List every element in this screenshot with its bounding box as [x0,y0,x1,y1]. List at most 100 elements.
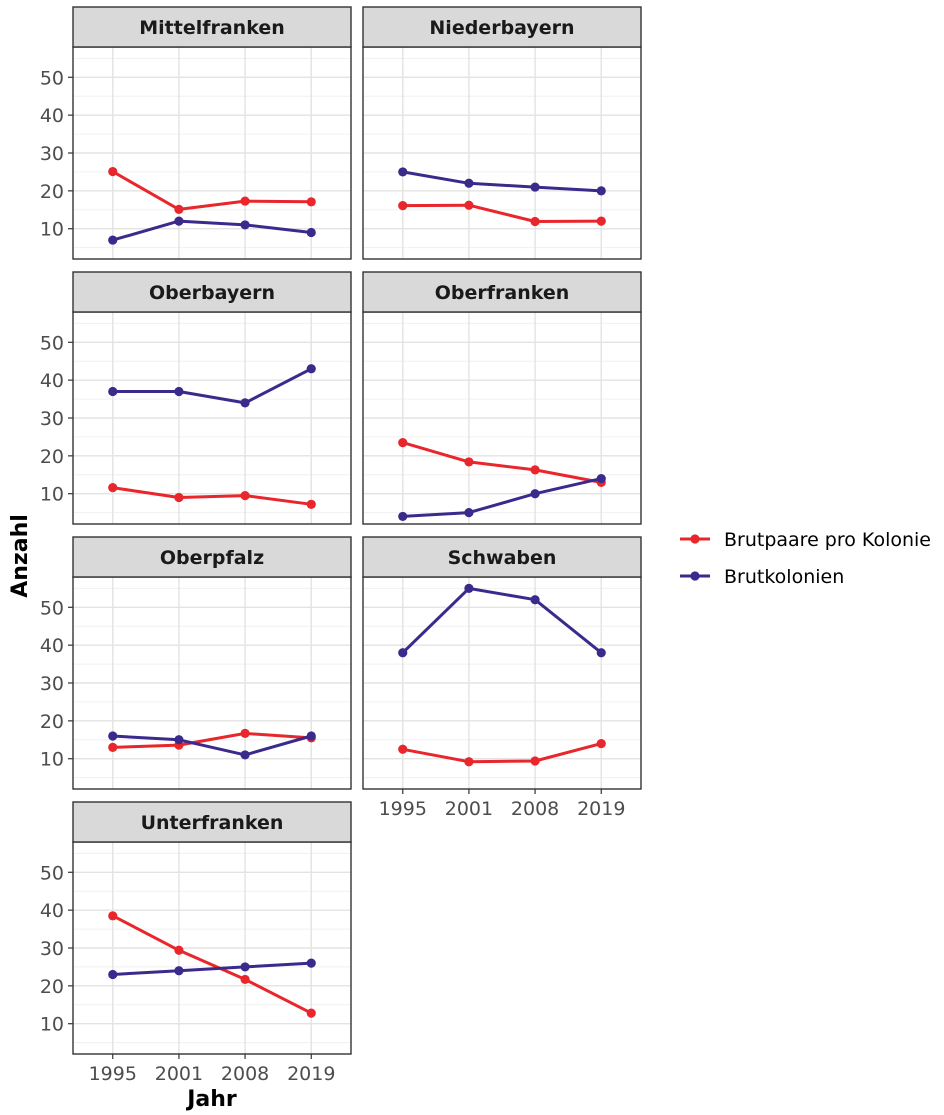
data-point-brutpaare [530,216,540,227]
data-point-brutkolonien [108,969,118,980]
x-tick-label: 2019 [577,798,625,820]
strip-oberbayern [72,271,352,313]
data-point-brutkolonien [306,227,316,238]
data-point-brutkolonien [464,178,474,188]
y-tick-label: 20 [40,446,64,468]
data-point-brutpaare [174,204,184,215]
series-line-brutpaare [112,170,312,211]
data-point-brutkolonien [530,182,540,192]
data-point-brutkolonien [398,511,408,522]
data-point-brutkolonien [108,386,118,397]
y-tick-label: 30 [40,143,64,165]
data-point-brutkolonien [108,235,118,245]
data-point-brutpaare [240,491,250,501]
series-line-brutkolonien [401,586,603,654]
series-line-brutpaare [112,486,312,506]
legend-key-point [690,534,700,544]
y-axis-title: Anzahl [8,514,33,598]
x-tick-label: 2001 [445,798,493,820]
data-point-brutkolonien [240,220,250,230]
y-tick-label: 20 [40,181,64,203]
data-point-brutkolonien [530,489,540,499]
data-point-brutkolonien [240,962,250,972]
data-point-brutkolonien [596,186,606,196]
y-tick-label: 40 [40,370,64,392]
data-point-brutpaare [464,457,474,467]
data-point-brutpaare [596,738,606,749]
strip-label: Mittelfranken [139,17,285,39]
data-point-brutpaare [306,499,316,509]
y-tick-label: 40 [40,900,64,922]
y-tick-label: 50 [40,67,64,89]
y-tick-label: 10 [40,219,64,241]
series-line-brutkolonien [112,219,312,242]
x-tick-label: 2008 [511,798,559,820]
legend-label: Brutkolonien [724,566,844,588]
strip-oberfranken [362,271,642,313]
data-point-brutpaare [596,216,606,226]
legend-key-point [690,571,700,581]
series-line-brutkolonien [112,367,312,405]
data-point-brutkolonien [306,364,316,374]
strip-label: Oberbayern [149,282,275,304]
series-line-brutpaare [112,914,312,1015]
series-line-brutkolonien [402,477,602,518]
strip-schwaben [362,536,642,578]
data-point-brutpaare [174,492,184,503]
data-point-brutpaare [240,728,250,738]
data-point-brutpaare [530,756,540,766]
y-tick-label: 10 [40,749,64,771]
data-point-brutkolonien [240,398,250,408]
series-line-brutkolonien [112,961,312,976]
series-line-brutpaare [402,742,602,764]
series-line-brutpaare [112,731,312,749]
y-tick-label: 30 [40,673,64,695]
strip-label: Niederbayern [429,17,574,39]
x-tick-label: 2001 [155,1063,203,1085]
data-point-brutkolonien [174,735,184,745]
data-point-brutpaare [306,197,316,207]
data-point-brutpaare [108,911,118,921]
series-line-brutkolonien [402,170,602,193]
series-line-brutpaare [402,203,602,223]
strip-label: Oberfranken [435,282,570,304]
strip-label: Oberpfalz [160,547,264,569]
data-point-brutkolonien [464,508,474,518]
data-point-brutpaare [398,438,408,448]
strip-label: Unterfranken [141,812,284,834]
strip-label: Schwaben [448,547,557,569]
data-point-brutpaare [464,200,474,210]
x-tick-label: 1995 [379,798,427,820]
data-point-brutpaare [464,757,474,767]
data-point-brutkolonien [464,583,474,593]
x-tick-label: 1995 [89,1063,137,1085]
data-point-brutpaare [174,945,184,955]
data-point-brutpaare [240,974,250,985]
strip-niederbayern [362,6,642,48]
series-line-brutpaare [402,441,602,484]
y-tick-label: 40 [40,105,64,127]
y-tick-label: 20 [40,976,64,998]
strip-mittelfranken [72,6,352,48]
data-point-brutpaare [398,201,408,211]
data-point-brutkolonien [306,731,316,741]
x-tick-label: 2019 [287,1063,335,1085]
data-point-brutkolonien [174,386,184,397]
y-tick-label: 30 [40,938,64,960]
y-tick-label: 20 [40,711,64,733]
y-tick-label: 50 [40,597,64,619]
data-point-brutpaare [108,483,118,493]
y-tick-label: 10 [40,1014,64,1036]
data-point-brutkolonien [398,648,408,658]
data-point-brutpaare [530,465,540,475]
y-tick-label: 30 [40,408,64,430]
data-point-brutpaare [240,196,250,206]
data-point-brutkolonien [596,648,606,658]
strip-unterfranken [72,801,352,843]
data-point-brutkolonien [306,958,316,968]
data-point-brutpaare [108,742,118,752]
strip-oberpfalz [72,536,352,578]
data-point-brutkolonien [530,595,540,605]
legend-label: Brutpaare pro Kolonie [724,529,931,551]
data-point-brutkolonien [398,167,408,177]
